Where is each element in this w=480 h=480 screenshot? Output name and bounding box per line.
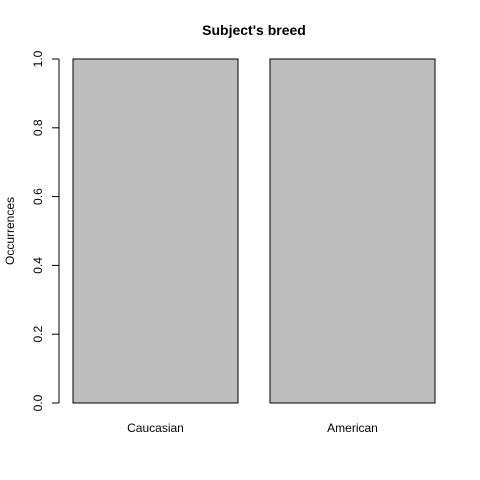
bar-american (269, 58, 436, 404)
bar-caucasian (72, 58, 239, 404)
bars-group (72, 58, 436, 404)
y-tick-label: 0.8 (31, 119, 45, 136)
y-axis: 0.0 0.2 0.4 0.6 0.8 1.0 (31, 50, 60, 411)
chart-title: Subject's breed (202, 22, 306, 38)
y-tick-label: 1.0 (31, 50, 45, 67)
y-tick-label: 0.6 (31, 188, 45, 205)
y-axis-label: Occurrences (3, 197, 17, 265)
y-tick-label: 0.2 (31, 326, 45, 343)
y-tick-label: 0.4 (31, 257, 45, 274)
category-label: Caucasian (127, 421, 184, 435)
category-labels-group: Caucasian American (127, 421, 378, 435)
category-label: American (327, 421, 378, 435)
y-tick-label: 0.0 (31, 394, 45, 411)
